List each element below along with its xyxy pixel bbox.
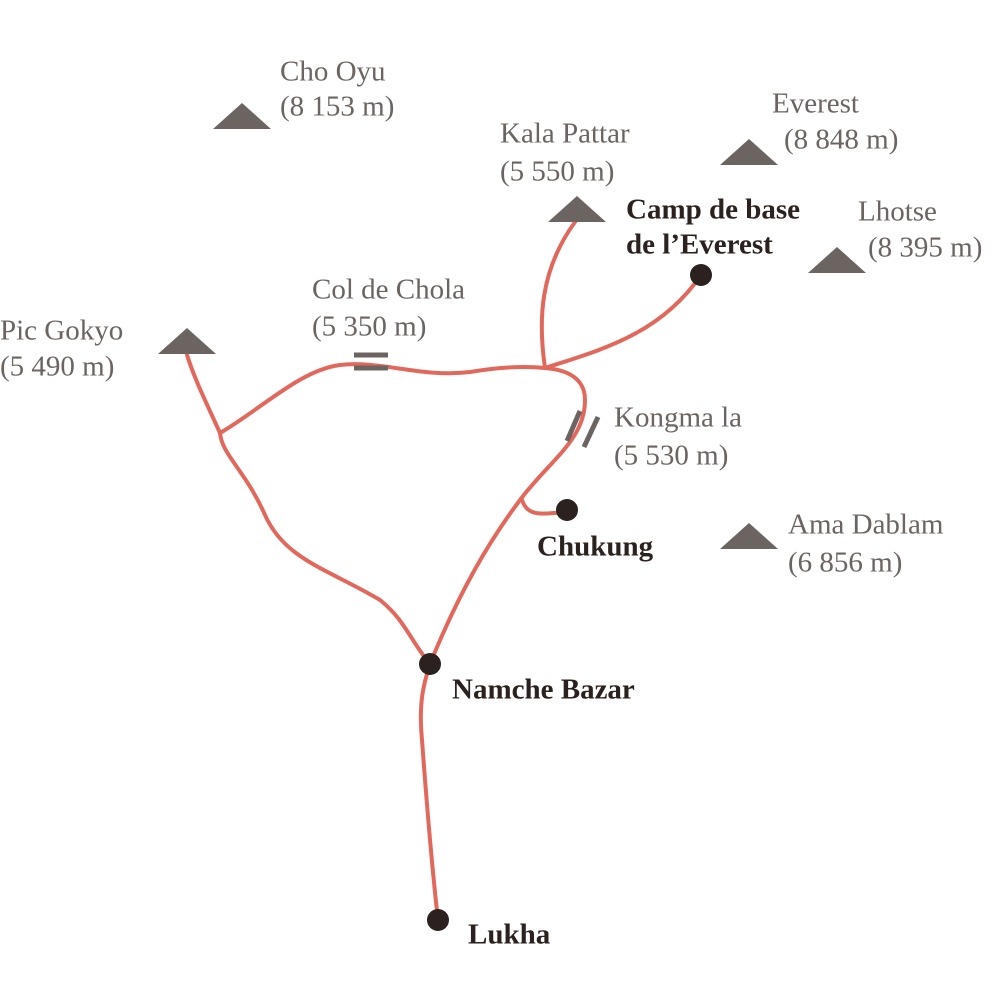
places: Camp de base de l’Everest Chukung Namche… (419, 194, 800, 951)
peak-name: Pic Gokyo (0, 315, 123, 347)
route (539, 220, 577, 370)
peak-name: Ama Dablam (788, 509, 944, 541)
peak-icon (720, 139, 778, 165)
routes (185, 220, 703, 922)
peak-name: Cho Oyu (280, 56, 386, 88)
peak-name: Kala Pattar (500, 118, 630, 150)
peak-icon (158, 328, 216, 354)
place-dot (690, 264, 712, 286)
route (543, 273, 703, 370)
pass-icon (581, 415, 601, 449)
place-dot (419, 653, 441, 675)
peak-altitude: (8 153 m) (280, 91, 394, 123)
peak-altitude: (8 848 m) (784, 124, 898, 156)
peak-name: Everest (772, 88, 859, 120)
peak-name: Lhotse (858, 196, 937, 228)
peak-altitude: (5 490 m) (0, 351, 114, 383)
peak-altitude: (8 395 m) (868, 232, 982, 264)
place-dot (427, 909, 449, 931)
peak-icon (720, 523, 778, 549)
place-name: de l’Everest (626, 229, 773, 261)
place-name: Lukha (468, 919, 551, 951)
peak-altitude: (6 856 m) (788, 547, 902, 579)
pass-altitude: (5 350 m) (312, 311, 426, 343)
peak-icon (213, 103, 271, 129)
pass-altitude: (5 530 m) (614, 440, 728, 472)
peaks: Cho Oyu (8 153 m) Kala Pattar (5 550 m) … (0, 56, 982, 579)
pass-icon (564, 410, 583, 442)
place-dot (556, 499, 578, 521)
route (218, 431, 432, 666)
passes: Col de Chola (5 350 m) Kongma la (5 530 … (312, 274, 742, 472)
place-name: Chukung (537, 531, 654, 563)
route (428, 366, 588, 666)
place-name: Namche Bazar (452, 674, 635, 706)
place-name: Camp de base (626, 194, 800, 226)
pass-name: Kongma la (614, 402, 742, 434)
peak-icon (548, 196, 606, 222)
route (218, 362, 547, 435)
route (418, 662, 440, 922)
route (185, 353, 222, 435)
pass-name: Col de Chola (312, 274, 465, 306)
peak-icon (808, 247, 866, 273)
peak-altitude: (5 550 m) (500, 156, 614, 188)
